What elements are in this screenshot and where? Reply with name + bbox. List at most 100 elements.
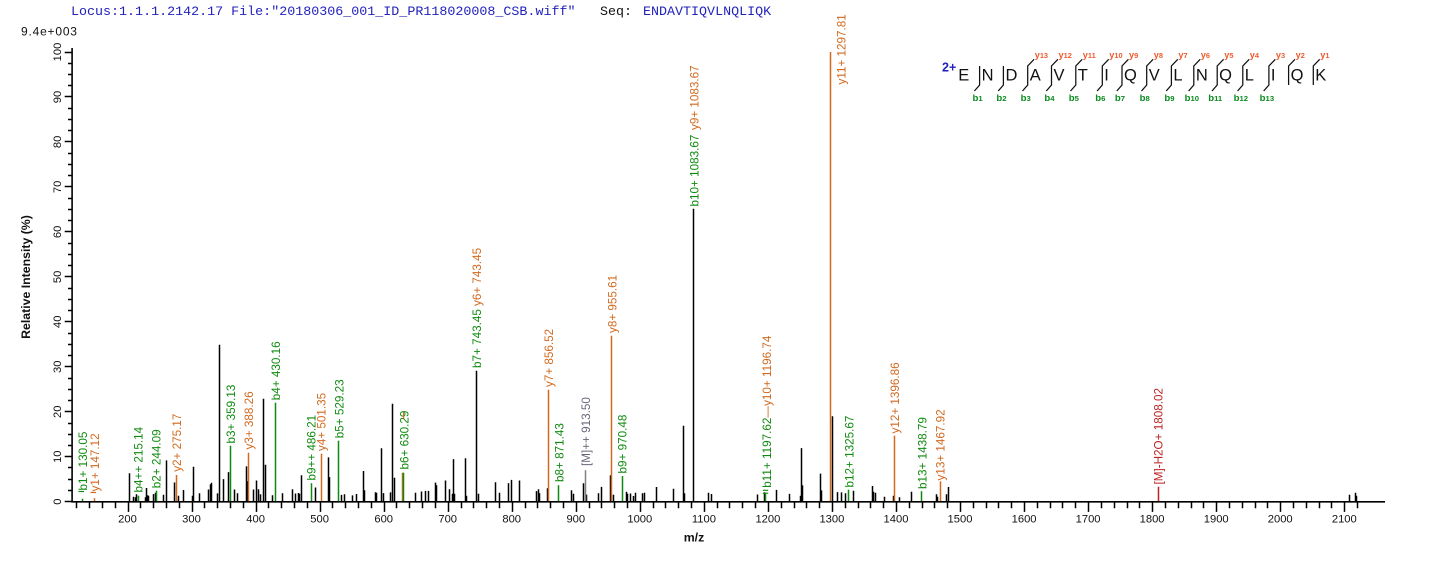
svg-text:y1+ 147.12: y1+ 147.12: [89, 433, 102, 491]
svg-text:V: V: [1149, 66, 1160, 84]
svg-text:b6+ 630.29: b6+ 630.29: [398, 411, 411, 470]
svg-text:y9: y9: [1129, 50, 1138, 60]
svg-text:50: 50: [52, 271, 64, 283]
svg-text:b6: b6: [1095, 93, 1105, 104]
svg-text:2100: 2100: [1332, 513, 1357, 525]
svg-text:L: L: [1245, 66, 1254, 84]
svg-text:70: 70: [52, 181, 64, 193]
svg-text:500: 500: [310, 513, 329, 525]
svg-text:700: 700: [438, 513, 457, 525]
svg-text:b4: b4: [1044, 93, 1055, 104]
svg-text:300: 300: [182, 513, 201, 525]
svg-text:ENDAVTIQVLNQLIQK: ENDAVTIQVLNQLIQK: [643, 5, 771, 20]
svg-text:2000: 2000: [1268, 513, 1293, 525]
svg-text:T: T: [1078, 66, 1088, 84]
svg-text:1200: 1200: [755, 513, 780, 525]
svg-text:y13+ 1467.92: y13+ 1467.92: [935, 409, 948, 480]
svg-text:80: 80: [52, 136, 64, 148]
svg-text:y1: y1: [1320, 50, 1329, 60]
svg-text:y4: y4: [1250, 50, 1260, 60]
svg-text:b13: b13: [1260, 93, 1274, 104]
svg-text:9.4e+003: 9.4e+003: [21, 25, 78, 39]
svg-text:b10+ 1083.67: b10+ 1083.67: [688, 135, 701, 207]
svg-text:y2: y2: [1296, 50, 1305, 60]
svg-text:y12+ 1396.86: y12+ 1396.86: [889, 362, 902, 433]
svg-text:b11: b11: [1208, 93, 1223, 104]
svg-text:900: 900: [566, 513, 585, 525]
svg-text:Q: Q: [1291, 66, 1304, 84]
svg-text:b5: b5: [1069, 93, 1080, 104]
svg-text:b4+ 430.16: b4+ 430.16: [270, 341, 283, 400]
svg-text:[M]-H2O+ 1808.02: [M]-H2O+ 1808.02: [1153, 388, 1166, 484]
svg-text:y10: y10: [1109, 50, 1122, 60]
svg-text:b9+ 970.48: b9+ 970.48: [617, 415, 630, 474]
svg-text:10: 10: [52, 450, 64, 462]
svg-text:y7: y7: [1178, 50, 1187, 60]
svg-text:y2+ 275.17: y2+ 275.17: [171, 414, 184, 472]
svg-text:D: D: [1005, 66, 1017, 84]
svg-text:y9+ 1083.67: y9+ 1083.67: [688, 65, 701, 130]
svg-text:V: V: [1053, 66, 1064, 84]
svg-text:A: A: [1030, 66, 1041, 84]
svg-text:Q: Q: [1219, 66, 1232, 84]
svg-text:b9: b9: [1164, 93, 1174, 104]
svg-text:b4++ 215.14: b4++ 215.14: [133, 426, 146, 492]
svg-text:1900: 1900: [1204, 513, 1229, 525]
svg-text:Q: Q: [1124, 66, 1137, 84]
svg-text:600: 600: [374, 513, 393, 525]
svg-text:b12+ 1325.67: b12+ 1325.67: [843, 416, 856, 488]
svg-text:1300: 1300: [819, 513, 844, 525]
svg-text:L: L: [1173, 66, 1182, 84]
svg-text:b7+ 743.45: b7+ 743.45: [471, 309, 484, 368]
svg-text:1500: 1500: [948, 513, 973, 525]
svg-text:400: 400: [246, 513, 265, 525]
svg-text:1000: 1000: [627, 513, 652, 525]
svg-text:b12: b12: [1234, 93, 1248, 104]
svg-text:y7+ 856.52: y7+ 856.52: [543, 329, 556, 387]
svg-text:b1+ 130.05: b1+ 130.05: [77, 431, 90, 490]
svg-text:y4+ 501.35: y4+ 501.35: [316, 392, 329, 451]
svg-text:1100: 1100: [692, 513, 716, 525]
svg-text:b2: b2: [996, 93, 1006, 104]
svg-text:1400: 1400: [884, 513, 909, 525]
svg-text:K: K: [1315, 66, 1326, 84]
svg-text:y3: y3: [1276, 50, 1285, 60]
svg-text:y5: y5: [1224, 50, 1233, 60]
svg-text:y6+ 743.45: y6+ 743.45: [471, 247, 484, 306]
svg-text:I: I: [1104, 66, 1109, 84]
svg-text:100: 100: [52, 43, 64, 62]
svg-text:E: E: [958, 66, 969, 84]
svg-text:b9++ 486.21: b9++ 486.21: [306, 415, 319, 481]
svg-text:60: 60: [52, 226, 64, 238]
svg-text:b5+ 529.23: b5+ 529.23: [333, 379, 346, 438]
svg-text:y12: y12: [1059, 50, 1072, 60]
svg-text:I: I: [1271, 66, 1276, 84]
svg-text:y8: y8: [1154, 50, 1163, 60]
svg-text:b7: b7: [1115, 93, 1125, 104]
svg-text:b3+ 359.13: b3+ 359.13: [225, 385, 238, 444]
svg-text:b2+ 244.09: b2+ 244.09: [151, 429, 164, 488]
svg-text:1600: 1600: [1012, 513, 1037, 525]
svg-text:y3+ 388.26: y3+ 388.26: [243, 391, 256, 449]
svg-text:b8: b8: [1140, 93, 1151, 104]
svg-text:y8+ 955.61: y8+ 955.61: [606, 275, 619, 333]
svg-text:N: N: [982, 66, 994, 84]
svg-text:b3: b3: [1021, 93, 1031, 104]
svg-text:90: 90: [52, 91, 64, 103]
svg-text:b13+ 1438.79: b13+ 1438.79: [916, 417, 929, 489]
svg-text:b11+ 1197.62—y10+ 1196.74: b11+ 1197.62—y10+ 1196.74: [761, 335, 774, 488]
svg-text:N: N: [1196, 66, 1208, 84]
svg-text:y6: y6: [1201, 50, 1210, 60]
svg-text:m/z: m/z: [684, 531, 705, 545]
svg-text:800: 800: [502, 513, 521, 525]
svg-text:Seq:: Seq:: [600, 5, 632, 20]
svg-text:1800: 1800: [1140, 513, 1165, 525]
svg-text:b10: b10: [1185, 93, 1199, 104]
svg-text:b1: b1: [973, 93, 984, 104]
svg-text:Locus:1.1.1.2142.17 File:"2018: Locus:1.1.1.2142.17 File:"20180306_001_I…: [71, 5, 575, 20]
svg-text:30: 30: [52, 361, 64, 373]
svg-text:b8+ 871.43: b8+ 871.43: [553, 423, 566, 482]
svg-text:20: 20: [52, 406, 64, 418]
svg-text:y13: y13: [1035, 50, 1048, 60]
svg-text:200: 200: [118, 513, 137, 525]
